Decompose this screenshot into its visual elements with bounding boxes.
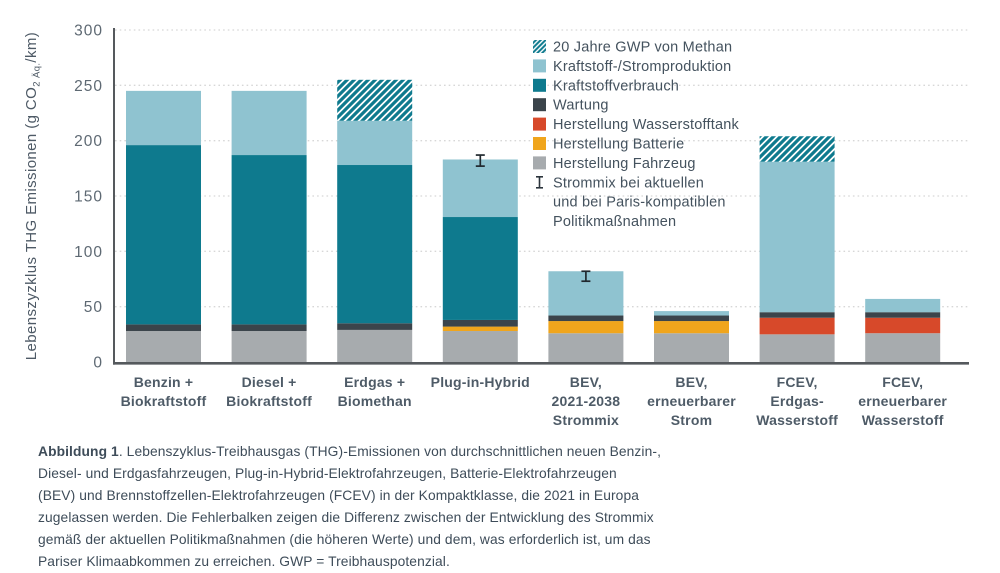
bar-bev-2021-2038-strommix-segment-wartung	[548, 315, 624, 322]
bar-plug-in-hybrid-segment-herstellung-fahrzeug	[442, 331, 518, 362]
y-tick-label-0: 0	[93, 355, 103, 372]
y-tick-label-200: 200	[74, 133, 103, 150]
x-label-fcev-erneuerbarer-wasserstoff-line-2: Wasserstoff	[862, 412, 944, 428]
x-label-bev-2021-2038-strommix-line-2: Strommix	[553, 412, 619, 428]
legend-label-strommix-bei-aktuellen-line-2: Politikmaßnahmen	[553, 214, 676, 230]
caption-line: Abbildung 1. Lebenszyklus-Treibhausgas (…	[38, 444, 662, 459]
legend-swatch-icon	[533, 117, 546, 131]
legend-label-strommix-bei-aktuellen-line-1: und bei Paris-kompatiblen	[553, 195, 726, 211]
legend-swatch-icon	[533, 98, 546, 112]
x-label-erdgas-biomethan-line-0: Erdgas +	[344, 374, 405, 390]
bar-plug-in-hybrid-segment-kraftstoffverbrauch	[442, 217, 518, 320]
bar-benzin-biokraftstoff-segment-kraftstoff-stromproduktion	[126, 90, 201, 146]
legend-swatch-icon	[533, 59, 546, 73]
bar-diesel-biokraftstoff-segment-kraftstoffverbrauch	[231, 155, 307, 325]
x-label-bev-2021-2038-strommix-line-0: BEV,	[570, 374, 602, 390]
lifecycle-ghg-stacked-bar-chart: 0 50 100 150 200 250 300 Lebenszyzklus THG Emis…	[23, 23, 969, 428]
x-label-fcev-erdgas-wasserstoff-line-2: Wasserstoff	[756, 412, 838, 428]
x-label-fcev-erdgas-wasserstoff-line-0: FCEV,	[777, 374, 818, 390]
bar-plug-in-hybrid-segment-herstellung-batterie	[442, 326, 518, 332]
caption-line: (BEV) und Brennstoffzellen-Elektrofahrze…	[38, 488, 639, 503]
error-bar-plug-in-hybrid	[475, 154, 485, 167]
legend-swatch-icon	[533, 78, 546, 92]
bar-fcev-erneuerbarer-wasserstoff-segment-herstellung-wasserstofftank	[865, 317, 941, 334]
caption-line: Diesel- und Erdgasfahrzeugen, Plug-in-Hy…	[38, 466, 617, 481]
legend-swatch-hatch-icon	[533, 40, 546, 53]
x-label-bev-erneuerbarer-strom-line-0: BEV,	[675, 374, 707, 390]
bar-erdgas-biomethan-segment-20-jahre-gwp-von-methan	[337, 79, 413, 121]
bar-benzin-biokraftstoff-segment-wartung	[126, 324, 201, 332]
bar-fcev-erdgas-wasserstoff-segment-herstellung-fahrzeug	[759, 334, 835, 362]
x-label-fcev-erneuerbarer-wasserstoff-line-1: erneuerbarer	[858, 393, 947, 409]
bar-fcev-erneuerbarer-wasserstoff-segment-wartung	[865, 312, 941, 318]
legend-label-wartung: Wartung	[553, 98, 609, 114]
bar-plug-in-hybrid-segment-kraftstoff-stromproduktion	[442, 159, 518, 218]
figure-caption: Abbildung 1. Lebenszyklus-Treibhausgas (…	[38, 441, 661, 573]
legend-label-20-jahre-gwp-von-methan: 20 Jahre GWP von Methan	[553, 40, 732, 56]
legend-label-herstellung-batterie: Herstellung Batterie	[553, 137, 684, 153]
x-label-bev-2021-2038-strommix-line-1: 2021-2038	[552, 393, 621, 409]
bar-erdgas-biomethan-segment-kraftstoff-stromproduktion	[337, 120, 413, 166]
bar-bev-erneuerbarer-strom-segment-herstellung-batterie	[654, 321, 729, 334]
bar-bev-2021-2038-strommix-segment-herstellung-batterie	[548, 321, 624, 334]
bar-bev-erneuerbarer-strom-segment-wartung	[654, 315, 729, 322]
bar-erdgas-biomethan-segment-herstellung-fahrzeug	[337, 329, 413, 362]
bar-diesel-biokraftstoff-segment-kraftstoff-stromproduktion	[231, 90, 307, 156]
bar-fcev-erneuerbarer-wasserstoff-segment-herstellung-fahrzeug	[865, 333, 941, 362]
legend-label-herstellung-fahrzeug: Herstellung Fahrzeug	[553, 156, 696, 172]
bar-fcev-erdgas-wasserstoff-segment-herstellung-wasserstofftank	[759, 317, 835, 335]
y-axis-title: Lebenszyzklus THG Emissionen (g CO2 Äq./…	[23, 32, 43, 360]
bar-fcev-erdgas-wasserstoff-segment-20-jahre-gwp-von-methan	[759, 136, 835, 162]
y-tick-label-150: 150	[74, 189, 103, 206]
bar-benzin-biokraftstoff-segment-herstellung-fahrzeug	[126, 331, 201, 362]
legend-label-herstellung-wasserstofftank: Herstellung Wasserstofftank	[553, 117, 739, 133]
legend-label-kraftstoffverbrauch: Kraftstoffverbrauch	[553, 78, 679, 94]
legend-swatch-icon	[533, 156, 546, 170]
x-label-diesel-biokraftstoff-line-1: Biokraftstoff	[226, 393, 312, 409]
bar-diesel-biokraftstoff-segment-wartung	[231, 324, 307, 332]
x-label-erdgas-biomethan-line-1: Biomethan	[338, 393, 412, 409]
legend-errorbar-icon	[536, 176, 543, 189]
bar-erdgas-biomethan-segment-wartung	[337, 323, 413, 330]
bar-fcev-erneuerbarer-wasserstoff-segment-kraftstoff-stromproduktion	[865, 298, 941, 313]
y-tick-label-300: 300	[74, 23, 103, 40]
bar-benzin-biokraftstoff-segment-kraftstoffverbrauch	[126, 145, 201, 325]
caption-line: zugelassen werden. Die Fehlerbalken zeig…	[38, 510, 654, 525]
x-label-benzin-biokraftstoff-line-0: Benzin +	[134, 374, 194, 390]
x-label-bev-erneuerbarer-strom-line-2: Strom	[671, 412, 712, 428]
legend-label-kraftstoff-stromproduktion: Kraftstoff-/Stromproduktion	[553, 59, 731, 75]
caption-line: gemäß der aktuellen Politikmaßnahmen (di…	[38, 532, 651, 547]
legend-label-strommix-bei-aktuellen-line-0: Strommix bei aktuellen	[553, 175, 704, 191]
bar-diesel-biokraftstoff-segment-herstellung-fahrzeug	[231, 331, 307, 362]
caption-figure-label: Abbildung 1	[38, 444, 119, 459]
bar-fcev-erdgas-wasserstoff-segment-kraftstoff-stromproduktion	[759, 161, 835, 313]
legend-swatch-icon	[533, 137, 546, 150]
x-label-benzin-biokraftstoff-line-1: Biokraftstoff	[121, 393, 207, 409]
x-label-fcev-erdgas-wasserstoff-line-1: Erdgas-	[770, 393, 824, 409]
y-tick-label-100: 100	[74, 244, 103, 261]
caption-line: Pariser Klimaabkommen zu erreichen. GWP …	[38, 554, 450, 569]
x-label-diesel-biokraftstoff-line-0: Diesel +	[242, 374, 297, 390]
x-label-plug-in-hybrid-line-0: Plug-in-Hybrid	[431, 374, 530, 390]
y-tick-label-50: 50	[84, 299, 103, 316]
x-label-fcev-erneuerbarer-wasserstoff-line-0: FCEV,	[882, 374, 923, 390]
error-bar-bev-2021-2038-strommix	[581, 270, 591, 283]
y-tick-label-250: 250	[74, 78, 103, 95]
x-label-bev-erneuerbarer-strom-line-1: erneuerbarer	[647, 393, 736, 409]
bar-erdgas-biomethan-segment-kraftstoffverbrauch	[337, 165, 413, 324]
bar-bev-erneuerbarer-strom-segment-kraftstoff-stromproduktion	[654, 311, 729, 316]
bar-bev-2021-2038-strommix-segment-herstellung-fahrzeug	[548, 333, 624, 362]
bar-bev-erneuerbarer-strom-segment-herstellung-fahrzeug	[654, 333, 729, 362]
bar-fcev-erdgas-wasserstoff-segment-wartung	[759, 312, 835, 318]
bar-plug-in-hybrid-segment-wartung	[442, 319, 518, 327]
